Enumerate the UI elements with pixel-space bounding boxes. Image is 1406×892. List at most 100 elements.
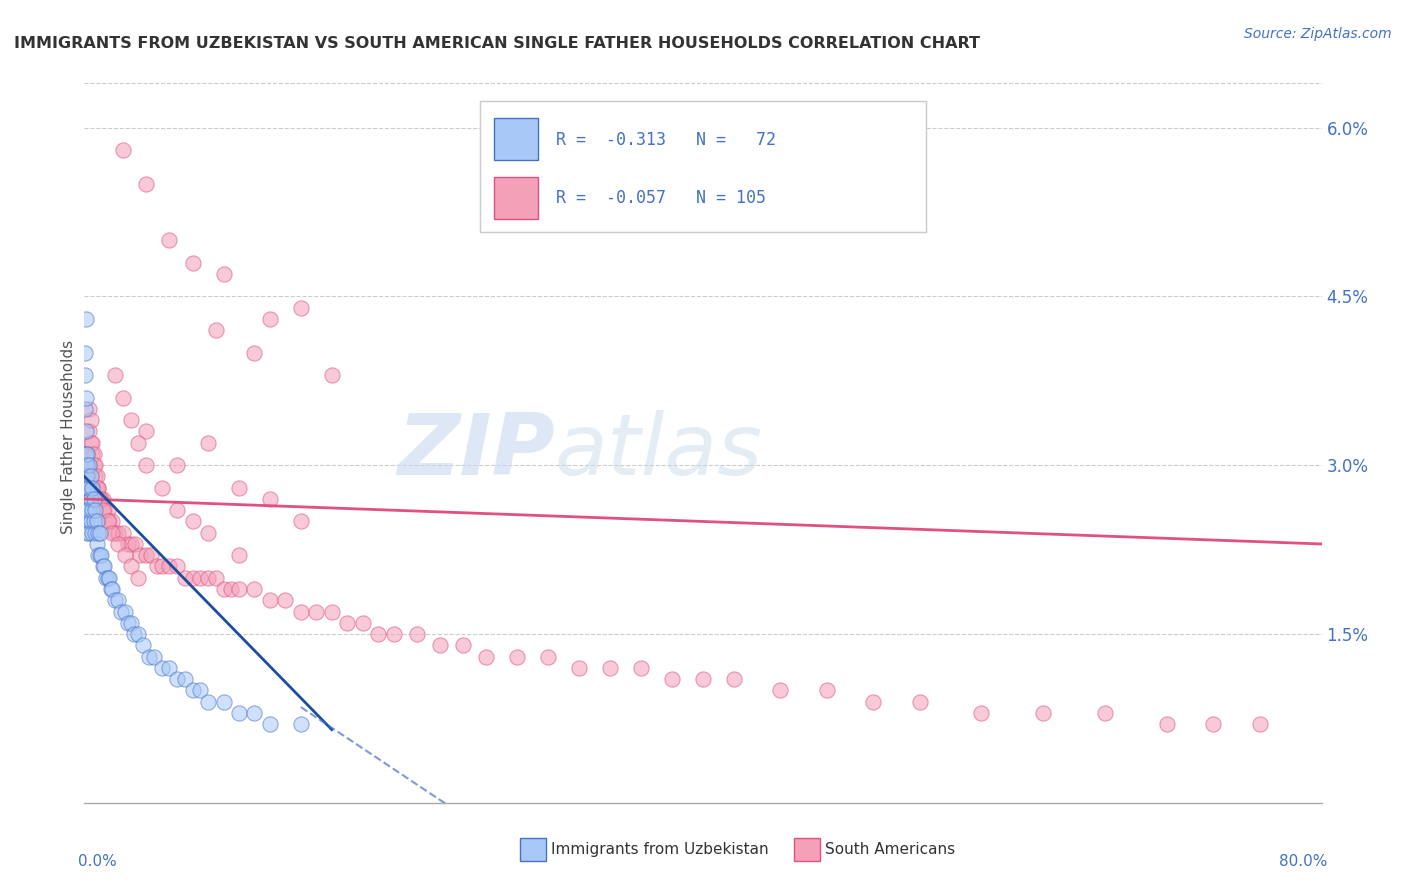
Point: [96, 515, 118, 529]
Point: [107, 593, 129, 607]
Point: [197, 435, 219, 450]
Point: [76, 469, 98, 483]
Point: [769, 683, 792, 698]
Point: [150, 481, 173, 495]
Point: [453, 638, 475, 652]
Text: IMMIGRANTS FROM UZBEKISTAN VS SOUTH AMERICAN SINGLE FATHER HOUSEHOLDS CORRELATIO: IMMIGRANTS FROM UZBEKISTAN VS SOUTH AMER…: [14, 36, 980, 51]
Point: [970, 706, 993, 720]
Point: [79, 435, 101, 450]
Point: [661, 672, 683, 686]
Point: [75, 312, 97, 326]
Point: [139, 548, 162, 562]
Point: [405, 627, 427, 641]
Point: [75, 425, 97, 439]
Point: [75, 458, 97, 473]
Point: [110, 605, 132, 619]
Point: [815, 683, 838, 698]
Point: [259, 491, 281, 506]
Point: [1202, 717, 1225, 731]
Point: [98, 515, 121, 529]
Point: [77, 425, 100, 439]
Point: [382, 627, 405, 641]
Point: [82, 435, 104, 450]
Point: [90, 491, 112, 506]
Point: [305, 605, 328, 619]
Point: [82, 447, 104, 461]
Point: [228, 548, 250, 562]
Point: [114, 548, 136, 562]
Point: [129, 548, 152, 562]
Point: [76, 447, 98, 461]
Point: [87, 548, 110, 562]
Point: [120, 537, 142, 551]
Point: [219, 582, 242, 596]
Point: [159, 559, 180, 574]
Point: [159, 233, 180, 247]
Point: [228, 706, 250, 720]
Point: [75, 481, 97, 495]
Point: [146, 559, 169, 574]
Point: [87, 525, 110, 540]
Point: [94, 571, 117, 585]
Point: [86, 515, 108, 529]
Text: 80.0%: 80.0%: [1279, 854, 1327, 869]
Point: [228, 582, 250, 596]
Point: [112, 525, 135, 540]
Point: [290, 717, 312, 731]
Point: [212, 694, 235, 708]
Point: [205, 323, 228, 337]
Point: [101, 515, 124, 529]
Text: Source: ZipAtlas.com: Source: ZipAtlas.com: [1244, 27, 1392, 41]
Text: ZIP: ZIP: [396, 410, 554, 493]
Point: [75, 447, 97, 461]
Point: [259, 717, 281, 731]
Point: [87, 481, 110, 495]
Point: [89, 491, 111, 506]
Point: [862, 694, 884, 708]
Point: [76, 515, 98, 529]
Point: [76, 525, 98, 540]
Point: [352, 615, 374, 630]
Point: [150, 661, 173, 675]
Point: [112, 143, 135, 157]
Point: [135, 177, 157, 191]
Point: [568, 661, 591, 675]
Point: [77, 525, 100, 540]
Point: [79, 491, 101, 506]
Point: [274, 593, 297, 607]
Point: [79, 515, 101, 529]
Point: [117, 537, 139, 551]
Point: [76, 481, 98, 495]
Point: [89, 525, 111, 540]
Point: [150, 559, 173, 574]
Point: [188, 571, 211, 585]
Point: [76, 458, 98, 473]
Point: [75, 491, 97, 506]
Point: [138, 649, 160, 664]
Point: [181, 683, 204, 698]
Point: [135, 548, 157, 562]
Point: [166, 559, 188, 574]
Point: [1094, 706, 1116, 720]
Point: [124, 537, 146, 551]
Point: [77, 458, 100, 473]
Point: [132, 638, 155, 652]
Point: [321, 605, 343, 619]
Point: [429, 638, 451, 652]
Point: [127, 435, 149, 450]
Point: [90, 548, 112, 562]
Text: South Americans: South Americans: [825, 842, 956, 857]
Point: [93, 503, 115, 517]
Point: [197, 694, 219, 708]
Point: [181, 255, 204, 269]
Point: [166, 672, 188, 686]
Point: [290, 515, 312, 529]
Point: [75, 515, 97, 529]
Point: [537, 649, 560, 664]
Point: [76, 481, 98, 495]
Point: [83, 458, 105, 473]
Text: 0.0%: 0.0%: [79, 854, 117, 869]
Point: [475, 649, 498, 664]
Point: [91, 491, 114, 506]
Point: [84, 458, 107, 473]
